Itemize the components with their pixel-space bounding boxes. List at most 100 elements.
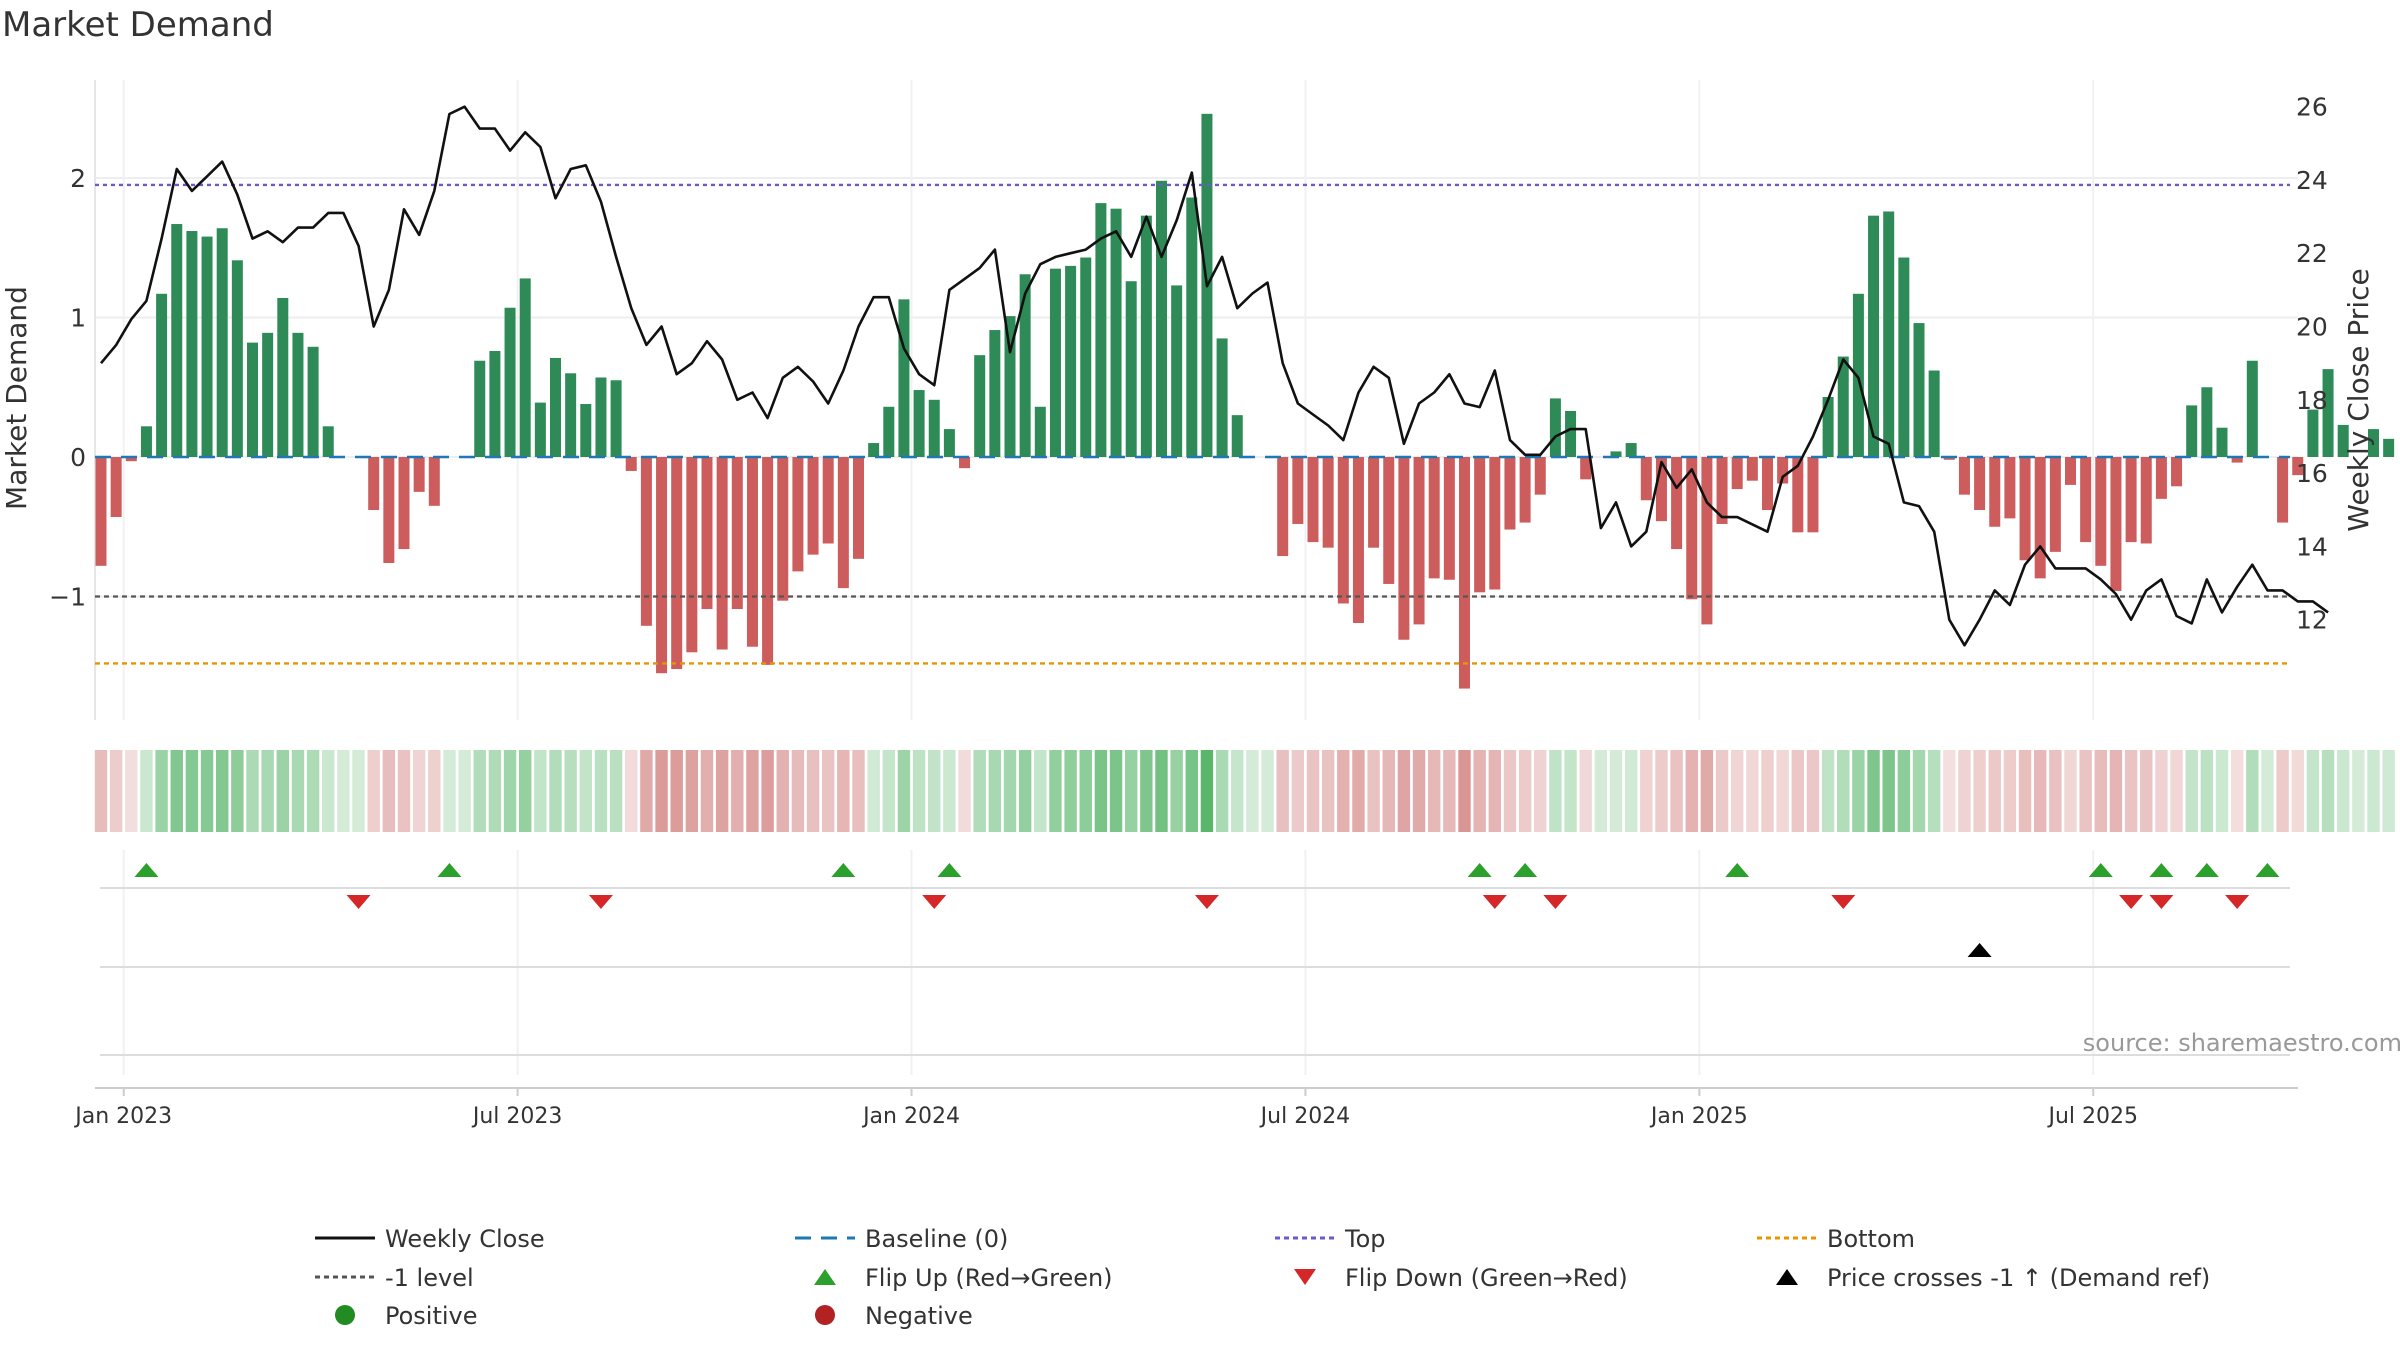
heat-cell <box>428 750 441 832</box>
heat-cell <box>382 750 396 832</box>
demand-bar <box>1352 457 1364 624</box>
heat-cell <box>503 750 517 832</box>
heat-cell <box>1200 750 1214 832</box>
demand-bar <box>322 426 334 457</box>
legend-label: Flip Down (Green→Red) <box>1345 1264 1628 1292</box>
heat-cell <box>1049 750 1062 832</box>
flip-down-marker <box>1482 895 1507 909</box>
heat-cell <box>1109 750 1123 832</box>
bottom-panel: source: sharemaestro.com Jan 2023 Jul 202… <box>73 1029 2400 1129</box>
heat-cell <box>246 750 259 832</box>
heat-cell <box>1549 750 1562 832</box>
heat-cell <box>2200 750 2214 832</box>
heat-cell <box>776 750 789 832</box>
legend: Weekly Close Baseline (0) Top Bottom -1 leve… <box>315 1225 2210 1330</box>
legend-item: Top <box>1275 1225 1386 1253</box>
demand-bar <box>2322 369 2334 457</box>
heat-cell <box>1125 750 1138 832</box>
heat-cell <box>1291 750 1305 832</box>
demand-bar <box>1898 257 1910 457</box>
heat-cell <box>2215 750 2229 832</box>
heat-cell <box>155 750 168 832</box>
heat-cell <box>140 750 153 832</box>
demand-bar <box>428 457 440 506</box>
demand-bar <box>1186 197 1198 457</box>
heat-cell <box>1306 750 1320 832</box>
heat-cell <box>200 750 214 832</box>
demand-bar <box>2125 457 2137 543</box>
heat-cell <box>837 750 850 832</box>
demand-bar <box>1125 281 1137 457</box>
y-tick-label: −1 <box>49 583 86 612</box>
heat-cell <box>1215 750 1229 832</box>
heat-cell <box>867 750 880 832</box>
demand-bar <box>1110 208 1122 457</box>
demand-bar <box>989 330 1001 457</box>
demand-bar <box>1459 457 1470 689</box>
heat-cell <box>2034 750 2047 832</box>
demand-bar <box>1610 451 1622 457</box>
flip-up-marker <box>1513 863 1538 877</box>
demand-bar <box>489 350 501 457</box>
heat-cell <box>1003 750 1017 832</box>
flip-down-marker <box>588 895 613 909</box>
heat-cell <box>1246 750 1259 832</box>
legend-item: Price crosses -1 ↑ (Demand ref) <box>1776 1264 2210 1292</box>
demand-bar <box>792 457 804 572</box>
heat-cell <box>2382 750 2395 832</box>
demand-bar <box>201 236 213 457</box>
flip-down-marker <box>2225 895 2250 909</box>
demand-bar <box>2201 387 2213 457</box>
heat-cell <box>443 750 456 832</box>
demand-bar <box>1398 457 1410 640</box>
heat-cell <box>822 750 835 832</box>
heat-cell <box>170 750 183 832</box>
demand-bar <box>822 457 834 544</box>
legend-item: Baseline (0) <box>795 1225 1008 1253</box>
heat-cell <box>1731 750 1744 832</box>
y-tick-label: 2 <box>70 164 86 193</box>
demand-bar <box>2034 457 2046 579</box>
heat-cell <box>1034 750 1047 832</box>
x-tick-label: Jul 2024 <box>1259 1104 1351 1129</box>
demand-bar <box>943 429 955 457</box>
demand-bar <box>656 457 668 674</box>
heat-cell <box>412 750 426 832</box>
y-tick-label: 0 <box>70 443 86 472</box>
heat-cell <box>1488 750 1501 832</box>
legend-item: Flip Up (Red→Green) <box>814 1264 1113 1292</box>
heat-cell <box>1746 750 1759 832</box>
heat-cell <box>1185 750 1198 832</box>
y-axis-label: Market Demand <box>0 286 33 510</box>
legend-label: Price crosses -1 ↑ (Demand ref) <box>1827 1264 2210 1292</box>
heat-cell <box>1791 750 1804 832</box>
heat-cell <box>1170 750 1183 832</box>
heat-cell <box>276 750 289 832</box>
heat-cell <box>1685 750 1698 832</box>
y2-tick-label: 22 <box>2296 239 2328 268</box>
heat-cell <box>609 750 623 832</box>
x-tick-label: Jul 2023 <box>471 1104 563 1129</box>
heat-cell <box>912 750 926 832</box>
flip-panel <box>100 863 2290 909</box>
flip-down-marker <box>2149 895 2174 909</box>
heat-cell <box>958 750 971 832</box>
heat-cell <box>1321 750 1335 832</box>
heat-cell <box>715 750 729 832</box>
demand-bar <box>1640 457 1652 501</box>
y2-axis-label: Weekly Close Price <box>2342 268 2375 531</box>
heat-cell <box>988 750 1002 832</box>
demand-bar <box>1034 406 1046 457</box>
demand-bar <box>1625 443 1637 457</box>
heat-cell <box>1352 750 1365 832</box>
weekly-close-line <box>99 105 2329 647</box>
demand-bar <box>1943 457 1955 460</box>
demand-bar <box>1837 356 1849 457</box>
legend-item: Flip Down (Green→Red) <box>1294 1264 1628 1292</box>
y2-tick-label: 24 <box>2296 166 2328 195</box>
demand-bar <box>731 457 743 610</box>
demand-bar <box>1731 457 1743 490</box>
heat-cell <box>1064 750 1077 832</box>
legend-label: Weekly Close <box>385 1225 545 1253</box>
demand-bar <box>2065 457 2076 485</box>
